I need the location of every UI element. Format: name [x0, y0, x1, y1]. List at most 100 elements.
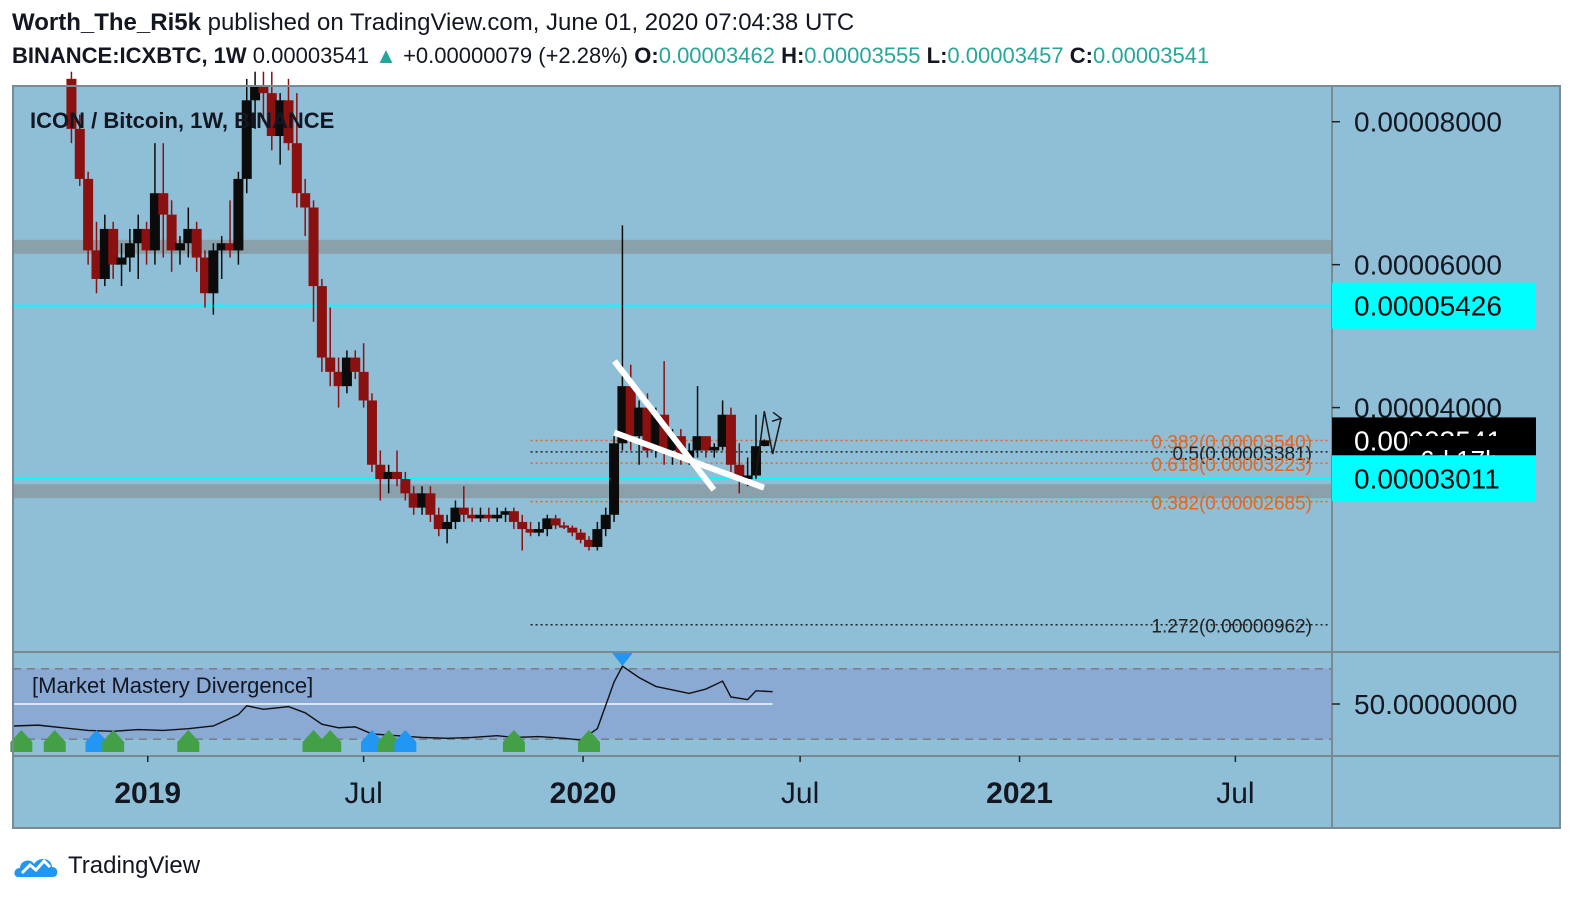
candle [141, 221, 152, 265]
footer-brand[interactable]: TradingView [68, 852, 201, 879]
candle-body [392, 471, 403, 480]
candle [692, 386, 703, 458]
fib-level-label: 1.272(0.00000962) [1151, 617, 1312, 638]
candle-body [734, 464, 745, 480]
last-price: 0.00003541 [252, 43, 370, 68]
candle-body [433, 514, 444, 530]
candle-body [517, 521, 528, 530]
candle [533, 521, 544, 537]
candle [216, 236, 227, 279]
bullish-signal-icon [43, 730, 66, 752]
candle-body [558, 525, 569, 528]
fib-level-label: 0.618(0.00003223) [1151, 455, 1312, 476]
candle [225, 200, 236, 258]
bullish-signal-icon [85, 730, 108, 752]
candle-body [291, 143, 302, 194]
candle-body [208, 250, 219, 294]
projection-path [755, 411, 782, 476]
candle-body [83, 178, 94, 251]
candle-body [600, 514, 611, 530]
candle [258, 71, 269, 122]
candle-body [425, 493, 436, 515]
candle [759, 439, 770, 447]
bullish-signal-icon [360, 730, 383, 752]
fib-level-label: 0.5(0.00003381) [1173, 444, 1312, 465]
projection-arrow-icon [771, 411, 783, 423]
candle-body [99, 228, 110, 279]
candle-body [400, 479, 411, 494]
tradingview-logo-icon[interactable] [12, 851, 60, 881]
candle [291, 93, 302, 208]
chart-header: Worth_The_Ri5k published on TradingView.… [12, 6, 1562, 72]
bullish-signal-icon [394, 730, 417, 752]
candle [200, 250, 211, 308]
candle-body [183, 228, 194, 244]
candle [250, 71, 261, 129]
candle-body [642, 407, 653, 451]
chart-border [12, 85, 1561, 829]
candle-body [333, 371, 344, 387]
candle-body [700, 436, 711, 451]
candle [433, 507, 444, 537]
candle-body [609, 443, 620, 515]
low-label: L: [926, 43, 948, 68]
candle-body [692, 436, 703, 451]
candle [600, 507, 611, 537]
candle-body [408, 493, 419, 508]
candle-body [450, 507, 461, 522]
bullish-signal-icon [319, 730, 342, 752]
candle-body [575, 532, 586, 540]
author-name[interactable]: Worth_The_Ri5k [12, 9, 201, 36]
candle-body [233, 178, 244, 251]
candle [308, 200, 319, 322]
candle [425, 486, 436, 522]
candle [325, 307, 336, 387]
bullish-signal-icon [102, 730, 125, 752]
symbol-line: BINANCE:ICXBTC, 1W 0.00003541 ▲ +0.00000… [12, 40, 1562, 72]
candle [375, 450, 386, 501]
candle-body [584, 539, 595, 547]
candle [358, 343, 369, 408]
candle [283, 78, 294, 151]
time-axis[interactable]: 2019 Jul 2020 Jul 2021 Jul [114, 756, 1255, 810]
indicator-axis-label: 50.00000000 [1354, 689, 1518, 720]
candle [442, 514, 453, 544]
candle [717, 400, 728, 451]
candle-body [533, 529, 544, 533]
candle-body [174, 243, 185, 251]
candle-body [617, 386, 628, 444]
candle [124, 228, 135, 272]
price-label-text: 0.00003011 [1354, 463, 1500, 494]
candle-body [717, 414, 728, 447]
candle-body [275, 100, 286, 137]
candle-body [141, 228, 152, 251]
candle [208, 243, 219, 315]
indicator-name[interactable]: [Market Mastery Divergence] [32, 673, 313, 698]
candle-body [241, 100, 252, 179]
time-tick-label: Jul [781, 777, 819, 810]
candle-body [500, 511, 511, 515]
candle-body [158, 193, 169, 215]
candle [575, 529, 586, 544]
candle-body [567, 527, 578, 533]
fibonacci-levels: 0.382(0.00003540)0.5(0.00003381)0.618(0.… [530, 432, 1330, 638]
candle-body [74, 128, 85, 179]
candle-body [225, 243, 236, 251]
candle [350, 350, 361, 380]
publish-line: Worth_The_Ri5k published on TradingView.… [12, 6, 1562, 40]
candle [634, 400, 645, 465]
price-axis[interactable]: 0.000080000.000060000.000040000.00005426… [1332, 107, 1536, 720]
candle [366, 393, 377, 472]
candle-body [383, 471, 394, 480]
candle-body [525, 529, 536, 533]
high-value: 0.00003555 [804, 43, 921, 68]
candle-body [483, 514, 494, 519]
candle-body [266, 93, 277, 137]
channel-line [613, 429, 766, 491]
candle-body [492, 514, 503, 519]
candle [383, 464, 394, 494]
candle-body [725, 414, 736, 465]
candle [74, 114, 85, 187]
candle [417, 486, 428, 515]
